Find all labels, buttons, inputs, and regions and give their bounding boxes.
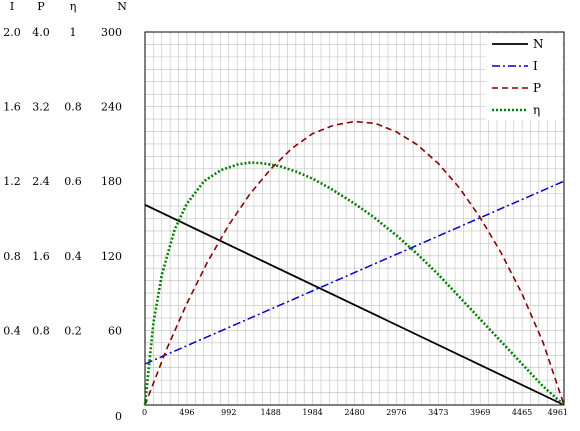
y-tick-label-eta: 0.8	[64, 101, 82, 114]
y-tick-label-eta: 1	[70, 26, 77, 39]
legend-label-i: I	[533, 59, 538, 73]
y-tick-label-i: 1.2	[3, 175, 21, 188]
axis-header-n: N	[117, 0, 127, 13]
y-tick-label-i: 2.0	[3, 26, 21, 39]
legend-label-eta: η	[533, 103, 540, 117]
y-tick-label-p: 4.0	[32, 26, 50, 39]
series-lines	[143, 120, 565, 406]
legend-box	[486, 34, 562, 120]
x-tick-label: 496	[179, 408, 194, 417]
y-tick-label-i: 0.4	[3, 324, 21, 337]
legend-label-n: N	[533, 37, 544, 51]
axis-header-p: P	[37, 0, 45, 13]
y-tick-label-p: 3.2	[32, 101, 50, 114]
series-line-p	[144, 120, 565, 406]
series-line-i	[144, 180, 565, 365]
x-tick-labels: 0 496 992 1488 1984 2480 2976 3473 3969 4465 4961	[142, 408, 568, 417]
y-tick-label-n: 300	[101, 26, 122, 39]
x-tick-label: 4465	[512, 408, 532, 417]
y-tick-label-eta: 0.2	[64, 324, 82, 337]
y-tick-label-n: 120	[101, 250, 122, 263]
y-tick-label-p: 2.4	[32, 175, 50, 188]
x-tick-label: 3969	[470, 408, 490, 417]
y-tick-labels: 2.0 1.6 1.2 0.8 0.4 4.0 3.2 2.4 1.6 0.8 1 0.8 0.6 0.4…	[3, 26, 122, 423]
y-tick-label-i: 0.8	[3, 250, 21, 263]
y-tick-label-n: 60	[108, 324, 122, 337]
y-tick-label-n: 0	[115, 410, 122, 423]
x-tick-label: 4961	[548, 408, 568, 417]
plot-frame	[144, 31, 565, 406]
grid-lines	[145, 32, 564, 405]
x-tick-label: 1488	[261, 408, 281, 417]
x-tick-label: 2976	[386, 408, 406, 417]
x-tick-label: 3473	[428, 408, 448, 417]
y-tick-label-eta: 0.4	[64, 250, 82, 263]
legend-label-p: P	[533, 81, 541, 95]
y-tick-label-n: 240	[101, 101, 122, 114]
y-tick-label-eta: 0.6	[64, 175, 82, 188]
series-line-n	[144, 203, 565, 406]
axis-header-eta: η	[70, 0, 77, 13]
x-tick-label: 2480	[344, 408, 364, 417]
y-tick-label-p: 0.8	[32, 324, 50, 337]
y-tick-label-n: 180	[101, 175, 122, 188]
x-tick-label: 0	[142, 408, 147, 417]
axis-header-i: I	[10, 0, 14, 13]
series-line-eta	[143, 161, 565, 406]
y-tick-label-i: 1.6	[3, 101, 21, 114]
y-tick-label-p: 1.6	[32, 250, 50, 263]
x-tick-label: 992	[221, 408, 236, 417]
x-tick-label: 1984	[302, 408, 322, 417]
